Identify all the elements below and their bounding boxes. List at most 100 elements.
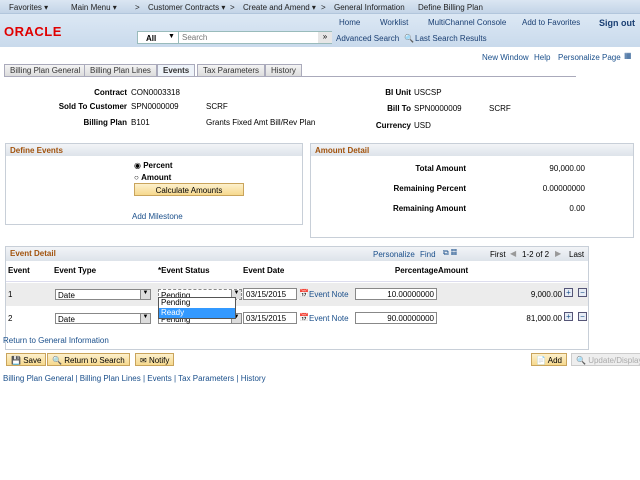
next-icon[interactable]: ▶ [555,249,562,258]
view-all-icon[interactable]: ⧉ ▦ [443,248,458,257]
return-general-info-link[interactable]: Return to General Information [3,336,109,345]
search-scope-select[interactable]: All [146,34,157,43]
tab-divider [4,76,576,77]
tab-tax-parameters[interactable]: Tax Parameters [197,64,266,76]
table-row: 1 Date ▼ Pending ▼ 03/15/2015 📅 Event Note… [6,283,588,306]
delete-row-icon[interactable]: − [578,312,587,321]
update-display-button[interactable]: 🔍 Update/Display [571,353,640,366]
percent-label: Percent [143,161,173,170]
footer-link-events[interactable]: Events [147,374,172,383]
save-button[interactable]: 💾 Save [6,353,47,366]
grid-icon[interactable]: ▦ [624,51,632,60]
sold-to-name: SCRF [206,102,228,111]
nav-main-menu[interactable]: Main Menu ▾ [71,3,117,12]
prev-icon[interactable]: ◀ [510,249,517,258]
event-type-select[interactable]: Date ▼ [55,313,151,324]
tab-billing-plan-general[interactable]: Billing Plan General [4,64,87,76]
home-link[interactable]: Home [339,18,361,27]
event-date-input[interactable]: 03/15/2015 [243,312,297,324]
add-favorites-link[interactable]: Add to Favorites [522,18,581,27]
sign-out-link[interactable]: Sign out [599,18,635,28]
tab-billing-plan-lines[interactable]: Billing Plan Lines [84,64,157,76]
event-type-select[interactable]: Date ▼ [55,289,151,300]
percent-radio[interactable]: ◉ Percent [134,161,173,170]
find-link[interactable]: Find [420,250,436,259]
calendar-icon[interactable]: 📅 [299,289,309,298]
event-date-input[interactable]: 03/15/2015 [243,288,297,300]
nav-create-amend[interactable]: Create and Amend ▾ [243,3,316,12]
add-row-icon[interactable]: + [564,288,573,297]
billing-plan-label: Billing Plan [83,118,127,127]
amount-radio[interactable]: ○ Amount [134,173,172,182]
define-events-title: Define Events [6,144,302,156]
calendar-icon[interactable]: 📅 [299,313,309,322]
bill-to-name: SCRF [489,104,511,113]
bill-to-label: Bill To [387,104,411,113]
remaining-percent-value: 0.00000000 [542,184,585,193]
footer-links: Billing Plan General | Billing Plan Line… [3,374,266,383]
multichannel-link[interactable]: MultiChannel Console [428,18,507,27]
add-label: Add [547,356,562,365]
dropdown-option-ready[interactable]: Ready [159,308,235,318]
remaining-percent-label: Remaining Percent [393,184,466,193]
footer-link-history[interactable]: History [240,374,266,383]
contract-value: CON0003318 [131,88,180,97]
advanced-search-link[interactable]: Advanced Search [336,34,400,43]
percentage-input[interactable]: 10.00000000 [355,288,437,300]
footer-link-tax-parameters[interactable]: Tax Parameters [178,374,235,383]
delete-row-icon[interactable]: − [578,288,587,297]
percentage-input[interactable]: 90.00000000 [355,312,437,324]
total-amount-value: 90,000.00 [549,164,585,173]
tab-events[interactable]: Events [157,64,196,76]
currency-value: USD [414,121,431,130]
add-button[interactable]: 📄 Add [531,353,567,366]
footer-link-billing-plan-lines[interactable]: Billing Plan Lines [79,374,141,383]
amount-value: 9,000.00 [530,290,562,299]
add-milestone-link[interactable]: Add Milestone [132,212,183,221]
col-event: Event [8,266,30,275]
bi-unit-label: BI Unit [385,88,411,97]
amount-value: 81,000.00 [526,314,562,323]
new-window-link[interactable]: New Window [482,53,529,62]
amount-detail-title: Amount Detail [311,144,633,156]
nav-general-info[interactable]: General Information [334,3,405,12]
notify-button[interactable]: ✉ Notify [135,353,175,366]
last-link[interactable]: Last [569,250,585,259]
footer-link-billing-plan-general[interactable]: Billing Plan General [3,374,74,383]
personalize-link[interactable]: Personalize [373,250,415,259]
row-range: 1-2 of 2 [522,250,550,259]
help-link[interactable]: Help [534,53,551,62]
nav-sep: > [321,3,326,12]
define-events-box: Define Events ◉ Percent ○ Amount Calcula… [5,143,303,225]
magnifier-icon: 🔍 [404,34,414,43]
update-label: Update/Display [588,356,640,365]
return-label: Return to Search [64,356,125,365]
event-detail-grid: Event Detail Personalize Find ⧉ ▦ First … [5,246,589,350]
col-amount: Amount [438,266,469,275]
add-row-icon[interactable]: + [564,312,573,321]
worklist-link[interactable]: Worklist [380,18,409,27]
amount-label: Amount [141,173,172,182]
tab-history[interactable]: History [265,64,302,76]
search-go-icon[interactable]: » [318,32,332,43]
nav-favorites[interactable]: Favorites ▾ [9,3,49,12]
notify-label: Notify [148,356,170,365]
remaining-amount-value: 0.00 [569,204,585,213]
return-to-search-button[interactable]: 🔍 Return to Search [47,353,130,366]
dropdown-option-pending[interactable]: Pending [161,298,191,307]
sold-to-label: Sold To Customer [58,102,127,111]
remaining-amount-label: Remaining Amount [392,204,466,213]
grid-header-row: Event Event Type *Event Status Event Dat… [6,261,588,282]
calculate-amounts-button[interactable]: Calculate Amounts [134,183,244,196]
col-event-date: Event Date [243,266,285,275]
search-input[interactable] [178,32,316,43]
chevron-down-icon: ▼ [168,33,175,40]
nav-define-billing-plan[interactable]: Define Billing Plan [418,3,483,12]
nav-customer-contracts[interactable]: Customer Contracts ▾ [148,3,226,12]
event-note-link[interactable]: Event Note [309,290,349,299]
personalize-page-link[interactable]: Personalize Page [558,53,621,62]
oracle-logo: ORACLE [4,24,62,39]
last-search-results-link[interactable]: Last Search Results [415,34,487,43]
first-link[interactable]: First [490,250,506,259]
event-note-link[interactable]: Event Note [309,314,349,323]
